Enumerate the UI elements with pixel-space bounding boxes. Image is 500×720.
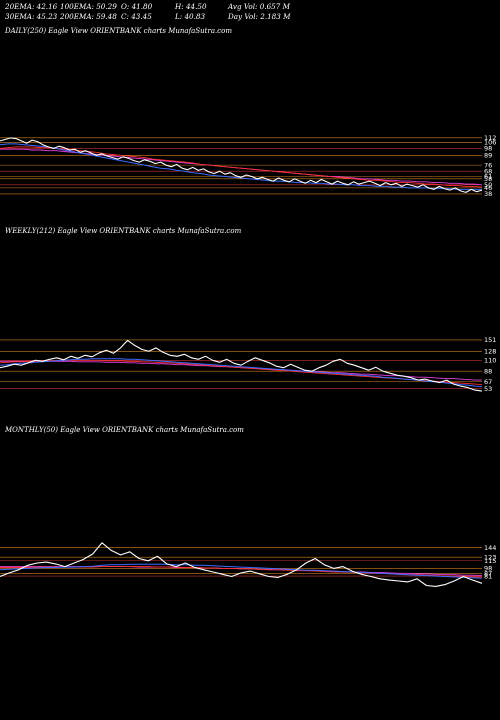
daily-price-line — [0, 137, 483, 193]
monthly-ema-blue-line — [0, 563, 483, 579]
weekly-y-tick-label: 110 — [484, 357, 496, 365]
weekly-chart-title: WEEKLY(212) Eagle View ORIENTBANK charts… — [5, 227, 242, 235]
daily-y-tick-label: 50 — [484, 181, 492, 189]
daily-y-tick-label: 58 — [484, 175, 492, 183]
weekly-y-tick-label: 67 — [484, 378, 492, 386]
monthly-y-tick-label: 123 — [484, 553, 496, 561]
weekly-y-tick-label: 151 — [484, 336, 496, 344]
monthly-y-tick-label: 144 — [484, 544, 496, 552]
open-stat: O: 41.80 — [121, 2, 153, 11]
weekly-y-tick-label: 128 — [484, 348, 496, 356]
monthly-y-tick-label: 87 — [484, 570, 492, 578]
daily-ema-magenta-line — [0, 148, 483, 186]
ema200-stat: 200EMA: 59.48 — [60, 12, 117, 21]
daily-y-tick-label: 89 — [484, 152, 492, 160]
monthly-y-tick-label: 98 — [484, 565, 492, 573]
close-stat: C: 43.45 — [121, 12, 152, 21]
monthly-chart-title: MONTHLY(50) Eagle View ORIENTBANK charts… — [5, 426, 244, 434]
daily-y-tick-label: 38 — [484, 190, 492, 198]
ema20-stat: 20EMA: 42.16 — [5, 2, 58, 11]
high-stat: H: 44.50 — [175, 2, 207, 11]
daily-y-tick-label: 98 — [484, 145, 492, 153]
daily-y-tick-label: 112 — [484, 134, 496, 142]
ema100-stat: 100EMA: 50.29 — [60, 2, 117, 11]
daily-y-tick-label: 76 — [484, 161, 492, 169]
avg-volume-stat: Avg Vol: 0.657 M — [228, 2, 290, 11]
daily-chart-title: DAILY(250) Eagle View ORIENTBANK charts … — [5, 27, 232, 35]
weekly-ema-blue-line — [0, 358, 483, 388]
monthly-y-tick-label: 115 — [484, 557, 496, 565]
daily-y-tick-label: 106 — [484, 139, 496, 147]
weekly-y-tick-label: 88 — [484, 367, 492, 375]
day-volume-stat: Day Vol: 2.183 M — [228, 12, 291, 21]
monthly-price-line — [0, 542, 483, 587]
weekly-price-line — [0, 339, 483, 392]
daily-y-tick-label: 46 — [484, 184, 492, 192]
daily-y-tick-label: 61 — [484, 173, 492, 181]
weekly-y-tick-label: 53 — [484, 385, 492, 393]
monthly-y-tick-label: 81 — [484, 572, 492, 580]
daily-ema-red-line — [0, 146, 483, 188]
daily-y-tick-label: 68 — [484, 167, 492, 175]
low-stat: L: 40.83 — [175, 12, 206, 21]
ema30-stat: 30EMA: 45.23 — [5, 12, 58, 21]
weekly-ema-red-line — [0, 359, 483, 386]
daily-ema-blue-line — [0, 143, 482, 190]
